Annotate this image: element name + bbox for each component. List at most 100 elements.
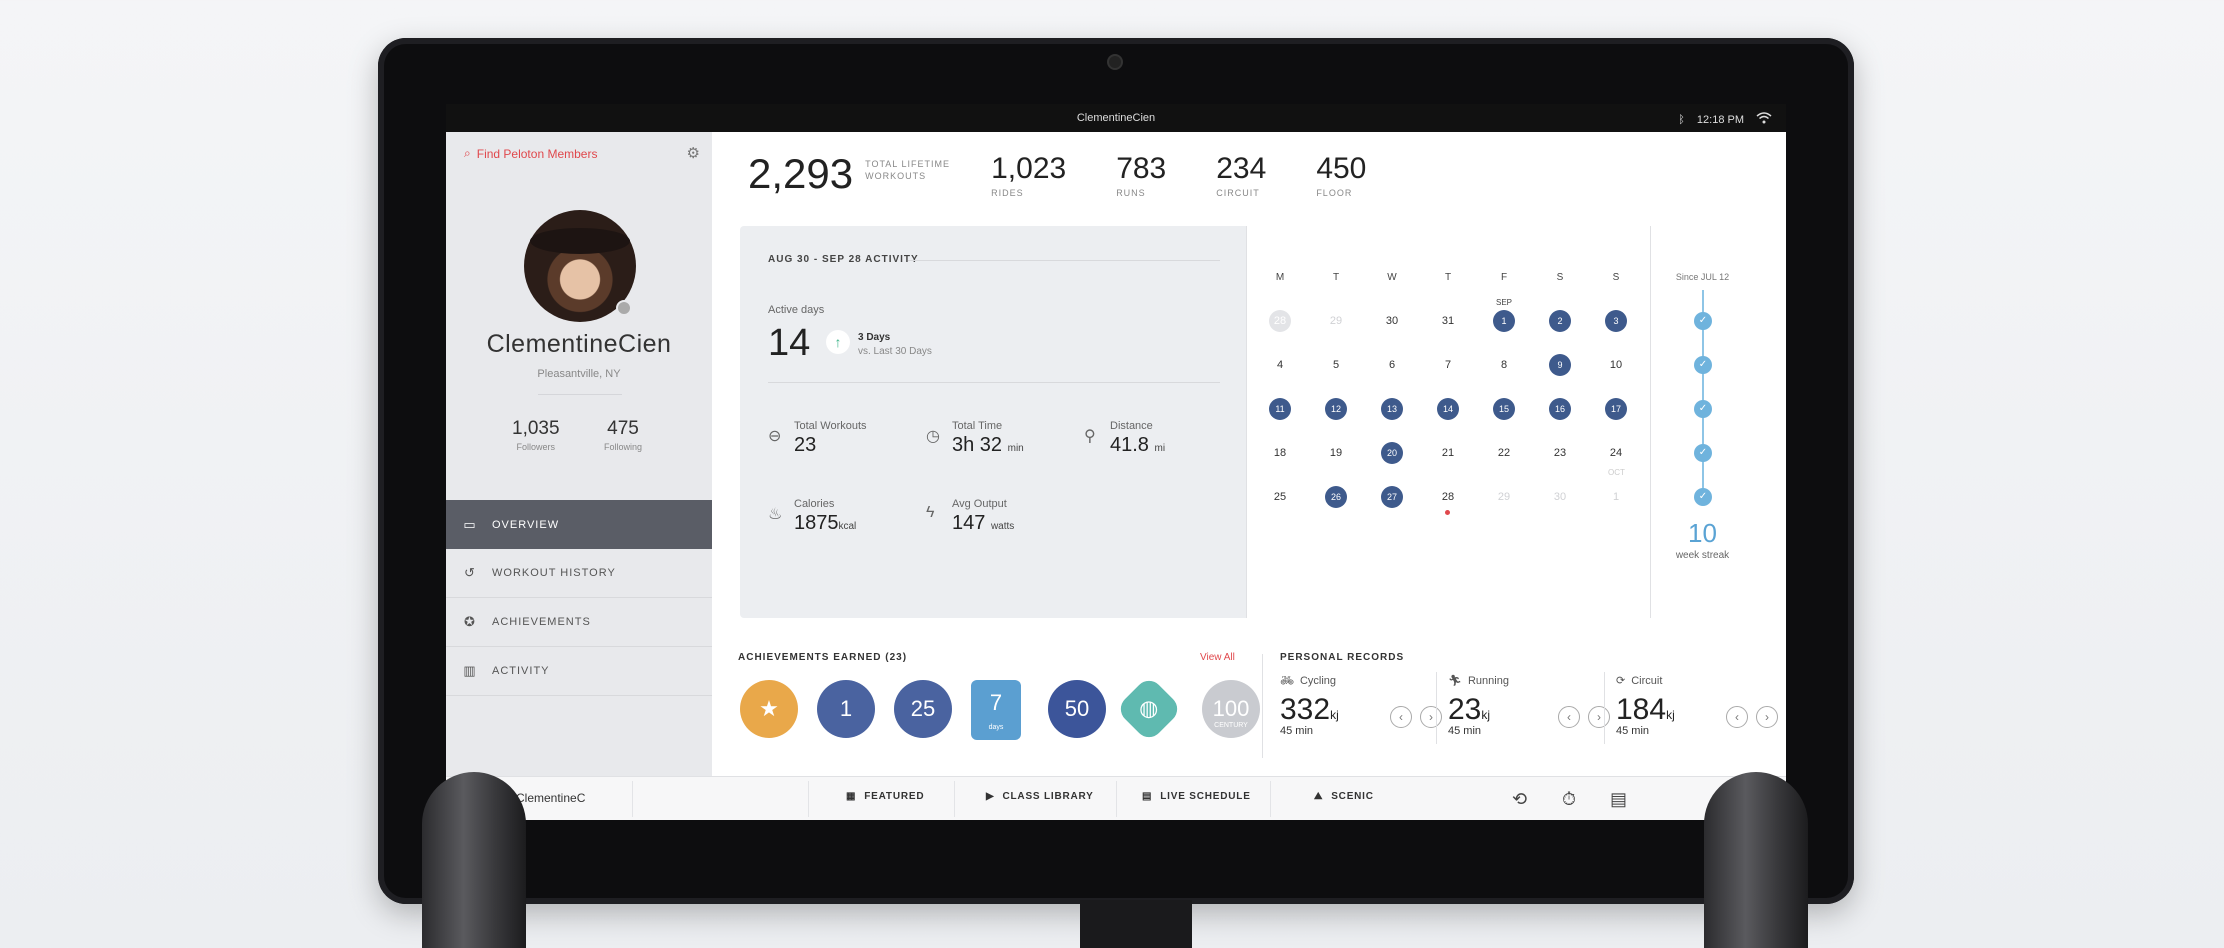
gear-icon[interactable]: ⚙ [686,145,700,162]
achievement-badge[interactable]: ◍ [1115,675,1183,743]
play-icon: ▶ [986,791,995,802]
calendar-day[interactable]: 20 [1381,442,1403,464]
achievement-badge[interactable]: 7 days [971,680,1021,740]
achievement-badge[interactable]: ★ [740,680,798,738]
stopwatch-icon[interactable]: ⏱︎ [1562,789,1577,809]
calendar-day[interactable]: 2 [1549,310,1571,332]
metric-calories: ♨ Calories 1875kcal [768,498,856,535]
calendar-day[interactable]: 11 [1269,398,1291,420]
view-all-link[interactable]: View All [1200,652,1235,663]
overview-main: 2,293 TOTAL LIFETIME WORKOUTS 1,023 RIDE… [712,132,1786,776]
calendar-day[interactable]: 5 [1332,359,1340,371]
nav-label: CLASS LIBRARY [1002,791,1094,802]
achievement-badge[interactable]: 25 [894,680,952,738]
active-days-label: Active days [768,304,825,316]
floor-value: 450 [1316,152,1367,185]
calendar-day[interactable]: 16 [1549,398,1571,420]
badge-text: ◍ [1139,695,1159,721]
following-stat[interactable]: 475 Following [604,418,642,452]
circuit-label: CIRCUIT [1216,188,1260,198]
divider [632,781,633,817]
check-icon: ✓ [1694,312,1712,330]
calendar-day[interactable]: 1 [1493,310,1515,332]
achievement-badge[interactable]: 50 [1048,680,1106,738]
calendar-day[interactable]: 10 [1609,359,1623,371]
calendar-day[interactable]: 30 [1385,315,1399,327]
nav-featured[interactable]: ▦ FEATURED [846,791,924,802]
achievement-badge[interactable]: 100 CENTURY [1202,680,1260,738]
prev-arrow-icon[interactable]: ‹ [1558,706,1580,728]
calendar-day[interactable]: 17 [1605,398,1627,420]
activity-summary: AUG 30 - SEP 28 ACTIVITY Active days 14 … [740,226,1246,618]
nav-class-library[interactable]: ▶ CLASS LIBRARY [986,791,1094,802]
calendar-day[interactable]: 24 [1609,447,1623,459]
calendar-day[interactable]: 26 [1325,486,1347,508]
calendar-day[interactable]: 4 [1276,359,1284,371]
calendar-day[interactable]: 7 [1444,359,1452,371]
calendar-day[interactable]: 8 [1500,359,1508,371]
bottom-bar-username[interactable]: ClementineC [516,791,586,805]
arrow-up-icon: ↑ [826,330,850,354]
calendar-day[interactable]: 9 [1549,354,1571,376]
find-members-link[interactable]: ⌕ Find Peloton Members [464,146,597,161]
avatar[interactable] [524,210,636,322]
sidebar-item-achievements[interactable]: ✪ ACHIEVEMENTS [446,598,712,647]
calendar-day[interactable]: 13 [1381,398,1403,420]
history-icon[interactable]: ⟲ [1512,789,1528,809]
badge-text: 50 [1064,696,1090,721]
followers-label: Followers [516,442,556,452]
profile-location: Pleasantville, NY [537,368,621,380]
next-arrow-icon[interactable]: › [1588,706,1610,728]
nav-live-schedule[interactable]: ▤ LIVE SCHEDULE [1142,791,1251,802]
achievement-badge[interactable]: 1 [817,680,875,738]
calendar-day[interactable]: 25 [1273,491,1287,503]
sidebar-item-overview[interactable]: ▭ OVERVIEW [446,500,712,549]
calendar-day[interactable]: 27 [1381,486,1403,508]
weekday-label: F [1500,272,1508,283]
next-arrow-icon[interactable]: › [1756,706,1778,728]
active-days-comparison: vs. Last 30 Days [858,346,932,357]
record-duration: 45 min [1280,725,1314,737]
record-value: 23 [1448,693,1482,726]
calendar-day[interactable]: 6 [1388,359,1396,371]
calendar-day[interactable]: 3 [1605,310,1627,332]
calendar-day[interactable]: 23 [1553,447,1567,459]
calendar-day[interactable]: 22 [1497,447,1511,459]
calendar-day[interactable]: 18 [1273,447,1287,459]
calendar-day[interactable]: 29 [1329,315,1343,327]
metrics-panel-icon[interactable]: ▤ [1610,789,1628,809]
calendar-day[interactable]: 31 [1441,315,1455,327]
weekday-label: M [1275,272,1285,283]
calendar-day[interactable]: 12 [1325,398,1347,420]
record-duration: 45 min [1448,725,1482,737]
edit-badge-icon[interactable] [616,300,632,316]
badge-subtext: days [988,724,1004,731]
next-arrow-icon[interactable]: › [1420,706,1442,728]
prev-arrow-icon[interactable]: ‹ [1726,706,1748,728]
stand [1080,900,1192,948]
sidebar-item-workout-history[interactable]: ↺ WORKOUT HISTORY [446,549,712,598]
location-pin-icon: ⚲ [1084,428,1096,445]
calendar-day[interactable]: 14 [1437,398,1459,420]
followers-stat[interactable]: 1,035 Followers [512,418,560,452]
record-value: 332 [1280,693,1331,726]
calendar-day[interactable]: 28 [1441,491,1455,503]
calendar-day[interactable]: 29 [1497,491,1511,503]
nav-scenic[interactable]: ⛰︎ SCENIC [1314,791,1374,802]
calendar-day[interactable]: 15 [1493,398,1515,420]
calendar-day[interactable]: 30 [1553,491,1567,503]
prev-arrow-icon[interactable]: ‹ [1390,706,1412,728]
weekday-label: T [1332,272,1340,283]
calendar-day[interactable]: 21 [1441,447,1455,459]
badge-text: 25 [910,696,936,721]
nav-label: SCENIC [1331,791,1374,802]
calendar-day[interactable]: 19 [1329,447,1343,459]
calendar-day[interactable]: 1 [1612,491,1620,503]
divider [908,260,1220,261]
sidebar-item-activity[interactable]: ▥ ACTIVITY [446,647,712,696]
badge-text: 7 [989,690,1003,715]
bluetooth-icon: ᛒ [1678,113,1685,126]
metric-value: 1875 [794,512,839,534]
calendar-day[interactable]: 28 [1269,310,1291,332]
status-title: ClementineCien [1076,112,1156,124]
